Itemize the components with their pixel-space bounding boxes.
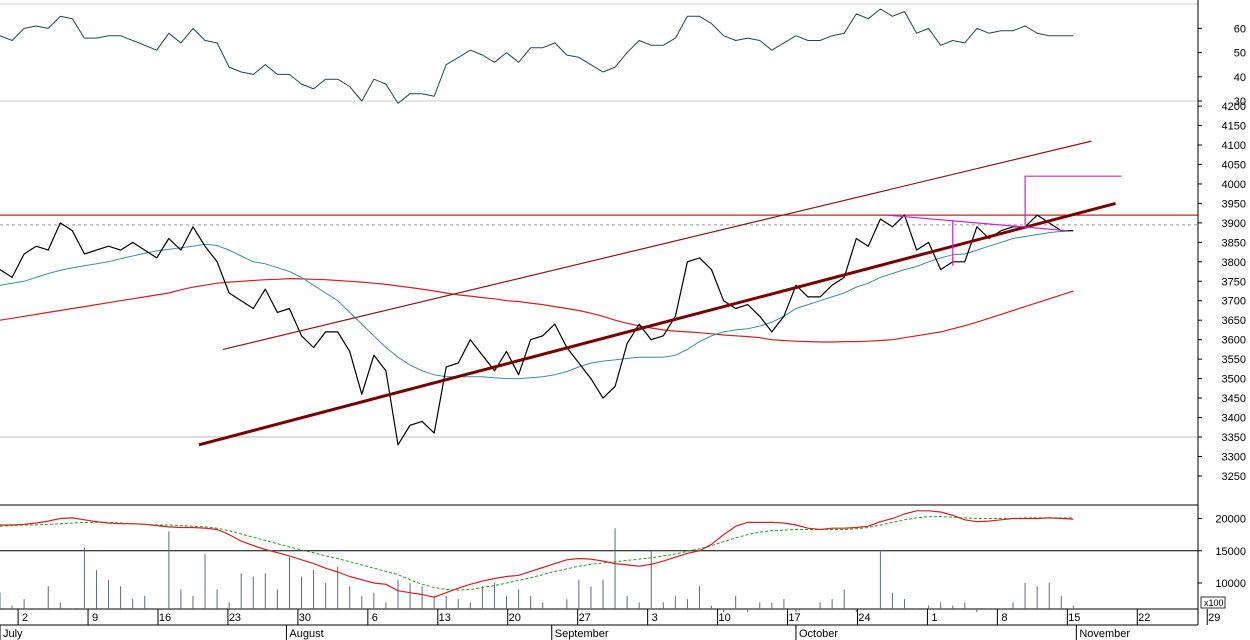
- price-tick-label: 3300: [1222, 451, 1246, 463]
- price-tick-label: 4200: [1222, 101, 1246, 113]
- week-tick-label: 1: [931, 612, 937, 624]
- price-tick-label: 3450: [1222, 393, 1246, 405]
- week-tick-label: 24: [858, 612, 870, 624]
- volume-short-average-line: [0, 510, 1074, 598]
- week-tick-label: 23: [229, 612, 241, 624]
- week-tick-label: 17: [788, 612, 800, 624]
- price-tick-label: 3250: [1222, 471, 1246, 483]
- price-tick-label: 3900: [1222, 218, 1246, 230]
- oscillator-line: [0, 8, 1074, 104]
- oscillator-tick-label: 30: [1234, 96, 1246, 108]
- month-label: July: [3, 628, 23, 640]
- price-panel: [0, 140, 1198, 447]
- week-tick-label: 2: [22, 612, 28, 624]
- price-tick-label: 4100: [1222, 140, 1246, 152]
- volume-tick-label: 20000: [1215, 514, 1246, 526]
- oscillator-tick-label: 40: [1234, 72, 1246, 84]
- price-tick-label: 3350: [1222, 432, 1246, 444]
- price-tick-label: 4000: [1222, 179, 1246, 191]
- price-tick-label: 3550: [1222, 354, 1246, 366]
- week-tick-label: 8: [1001, 612, 1007, 624]
- oscillator-tick-label: 60: [1234, 23, 1246, 35]
- week-tick-label: 13: [439, 612, 451, 624]
- price-tick-label: 3600: [1222, 335, 1246, 347]
- price-tick-label: 4050: [1222, 159, 1246, 171]
- uptrend-line: [198, 201, 1116, 447]
- week-tick-label: 30: [299, 612, 311, 624]
- price-tick-label: 3950: [1222, 198, 1246, 210]
- target-projection-line: [1024, 175, 1122, 225]
- week-tick-label: 10: [718, 612, 730, 624]
- volume-scale-box: [1200, 596, 1226, 609]
- week-tick-label: 27: [579, 612, 591, 624]
- pattern-top-line: [886, 214, 1068, 232]
- grid-layer: [0, 3, 1198, 626]
- volume-panel: [0, 510, 1074, 613]
- price-tick-label: 3800: [1222, 257, 1246, 269]
- week-tick-label: 29: [1208, 612, 1220, 624]
- week-tick-label: 3: [652, 612, 658, 624]
- price-tick-label: 3400: [1222, 413, 1246, 425]
- price-tick-label: 4150: [1222, 121, 1246, 133]
- week-tick-label: 20: [509, 612, 521, 624]
- volume-long-average-line: [0, 516, 1074, 591]
- price-tick-label: 3700: [1222, 296, 1246, 308]
- price-tick-label: 3500: [1222, 374, 1246, 386]
- channel-line: [222, 140, 1092, 350]
- oscillator-tick-label: 50: [1234, 48, 1246, 60]
- month-label: August: [289, 628, 323, 640]
- week-tick-label: 15: [1068, 612, 1080, 624]
- oscillator-panel: [0, 8, 1074, 104]
- month-label: November: [1079, 628, 1130, 640]
- price-line: [0, 214, 1074, 446]
- price-tick-label: 3750: [1222, 276, 1246, 288]
- volume-tick-label: 15000: [1215, 546, 1246, 558]
- volume-scale-label: x100: [1204, 598, 1224, 608]
- month-label: September: [555, 628, 609, 640]
- price-tick-label: 3850: [1222, 237, 1246, 249]
- long-moving-average-line: [0, 278, 1074, 343]
- price-tick-label: 3650: [1222, 315, 1246, 327]
- week-tick-label: 9: [92, 612, 98, 624]
- week-tick-label: 16: [159, 612, 171, 624]
- week-tick-label: 22: [1138, 612, 1150, 624]
- month-label: October: [799, 628, 838, 640]
- week-tick-label: 6: [372, 612, 378, 624]
- volume-tick-label: 10000: [1215, 578, 1246, 590]
